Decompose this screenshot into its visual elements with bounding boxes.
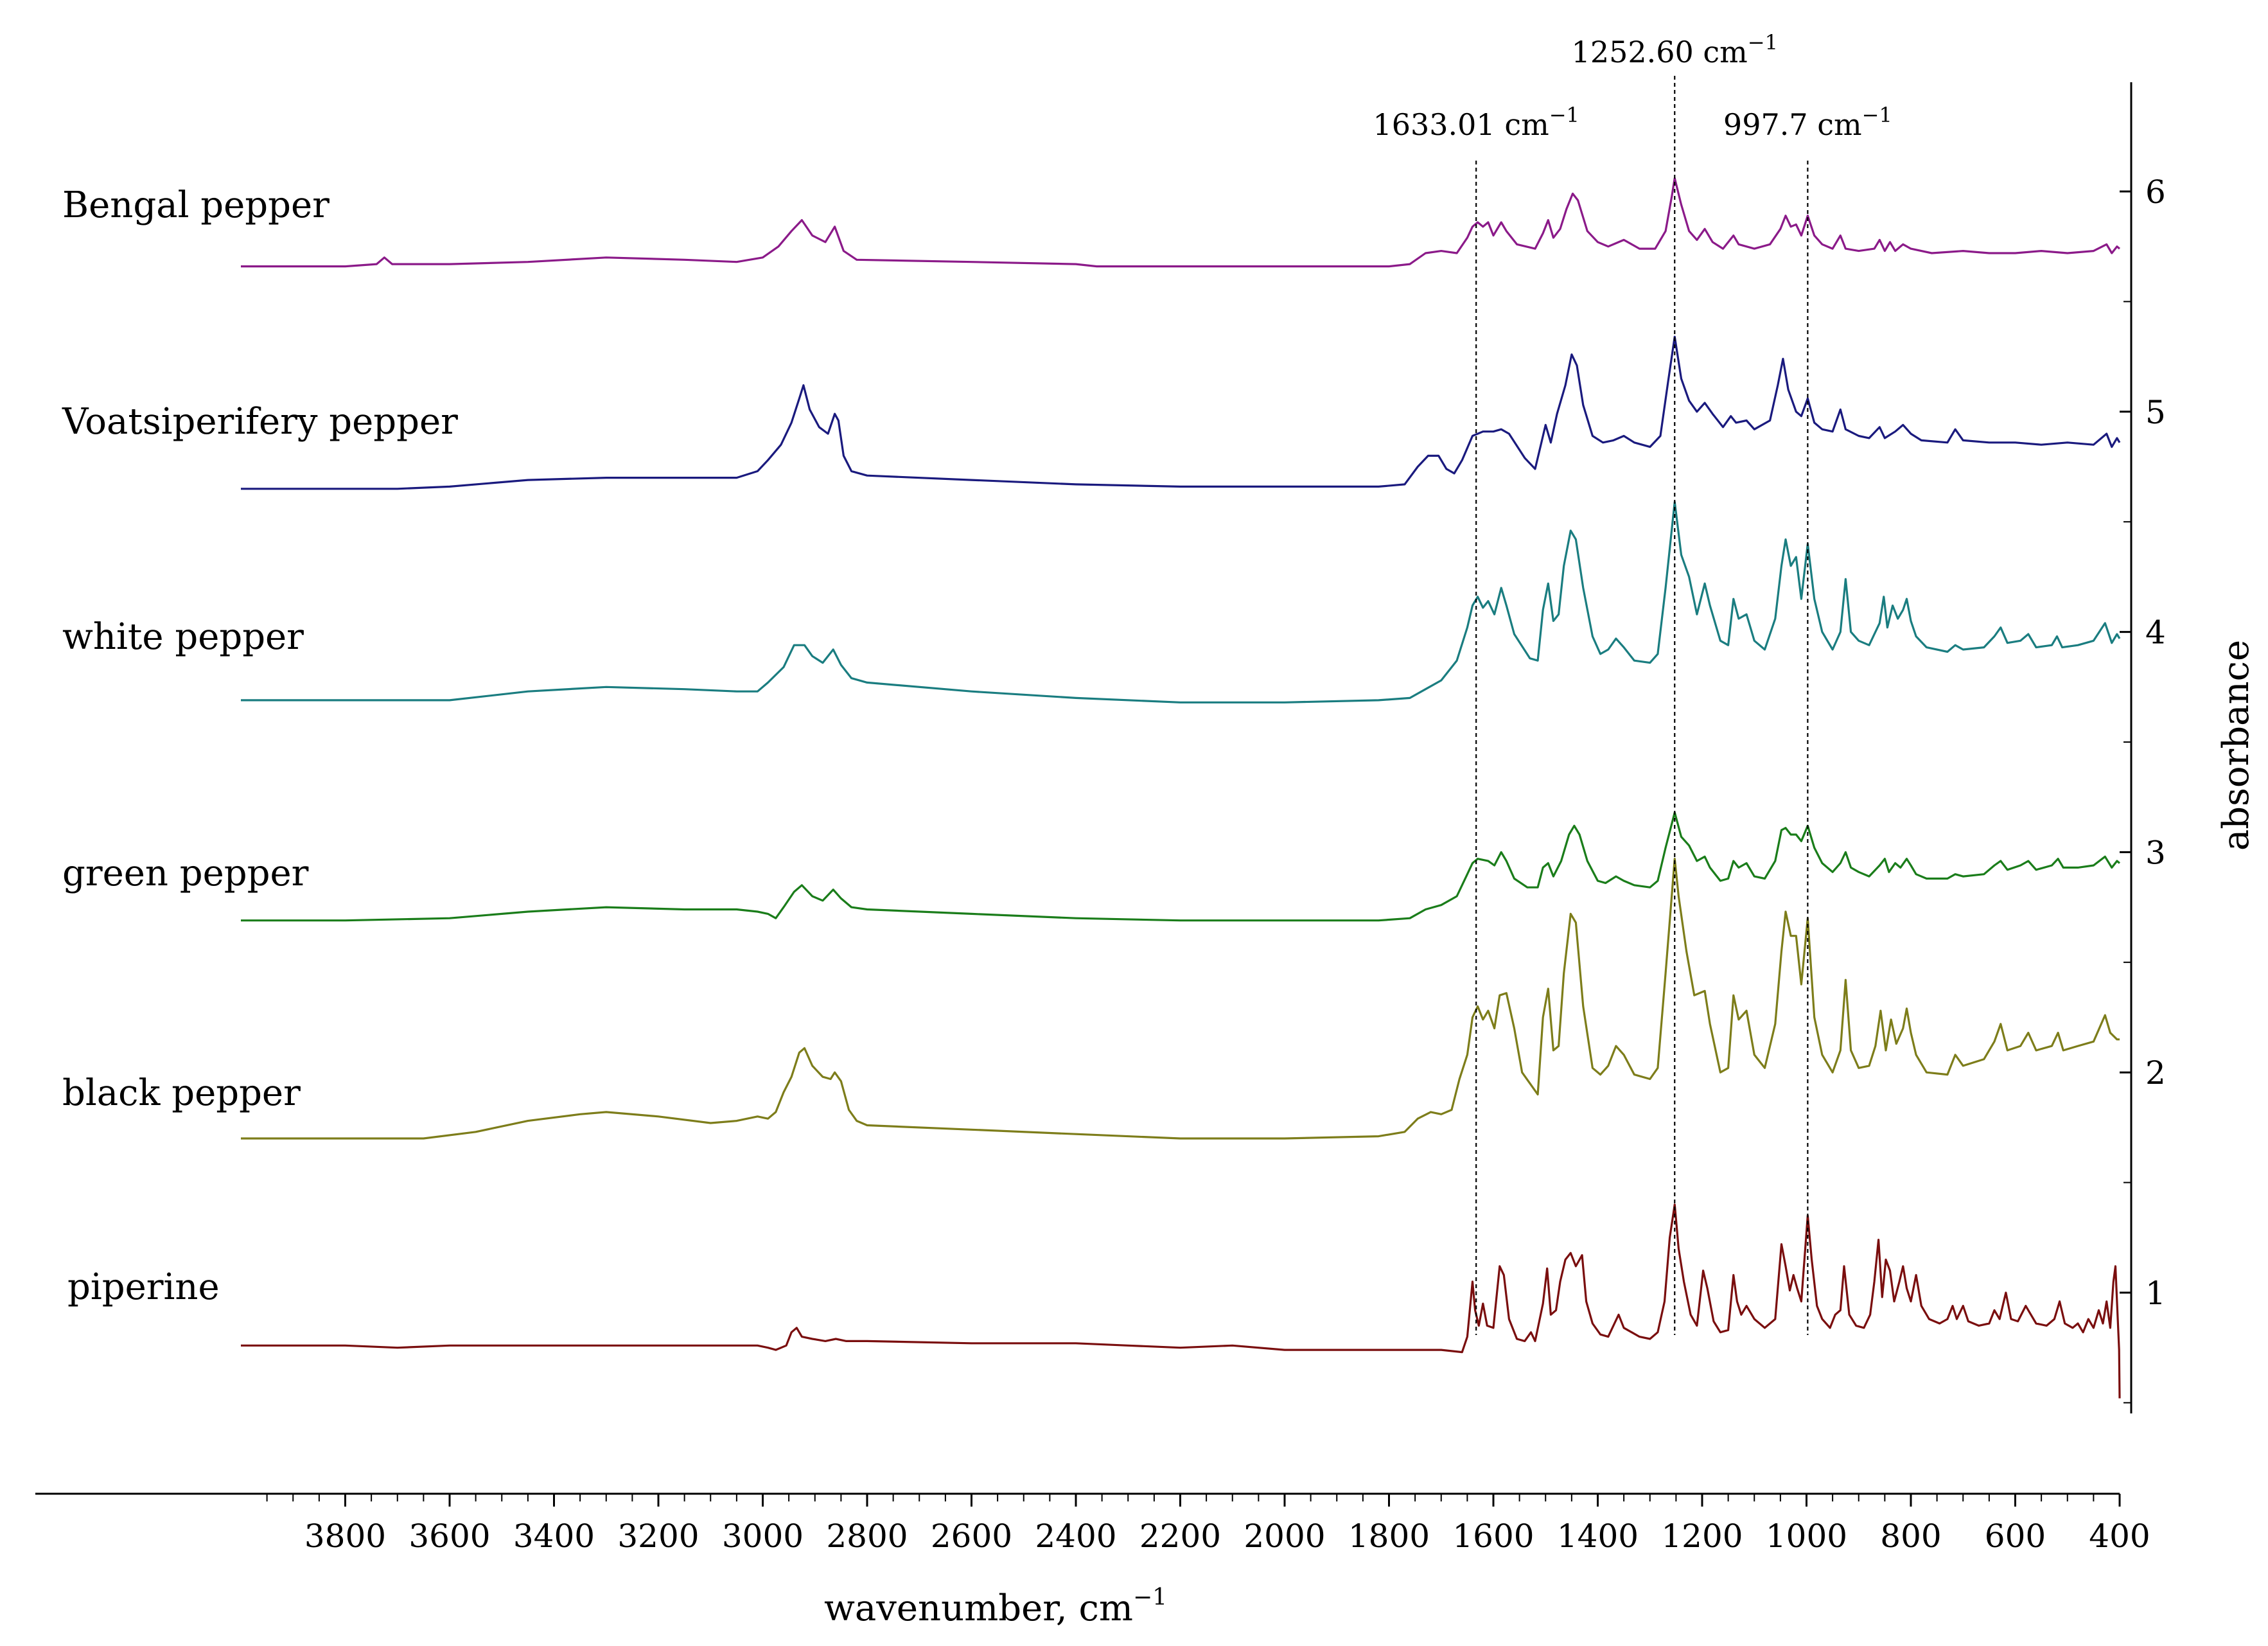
- series-label-black-pepper: black pepper: [62, 1072, 301, 1114]
- series-label-white-pepper: white pepper: [62, 616, 304, 658]
- y-axis-ticks: 1 2 3 4 5 6: [2120, 173, 2166, 1404]
- x-tick-label: 2000: [1244, 1518, 1325, 1555]
- series-line-white-pepper: [241, 500, 2121, 704]
- annotation-label-1: 1252.60 cm−1: [1572, 30, 1778, 69]
- y-axis-title: absorbance: [2215, 640, 2257, 851]
- x-tick-label: 1200: [1661, 1518, 1743, 1555]
- series-label-green-pepper: green pepper: [62, 853, 309, 894]
- y-tick-label: 6: [2145, 173, 2166, 211]
- x-tick-label: 3400: [513, 1518, 595, 1555]
- x-tick-label: 2200: [1139, 1518, 1221, 1555]
- x-tick-label: 2400: [1035, 1518, 1116, 1555]
- annotation-label-2: 997.7 cm−1: [1723, 103, 1892, 142]
- y-tick-label: 4: [2145, 614, 2166, 651]
- series-line-voatsiperifery-pepper: [241, 335, 2121, 490]
- x-axis-title: wavenumber, cm−1: [824, 1584, 1167, 1629]
- x-tick-label: 2800: [826, 1518, 908, 1555]
- x-tick-label: 800: [1880, 1518, 1941, 1555]
- spectra-lines-layer: [241, 177, 2121, 1399]
- x-tick-label: 3600: [409, 1518, 490, 1555]
- series-labels-layer: Bengal pepper Voatsiperifery pepper white …: [62, 184, 458, 1308]
- series-label-voatsiperifery-pepper: Voatsiperifery pepper: [62, 401, 458, 443]
- x-tick-label: 1600: [1452, 1518, 1534, 1555]
- x-axis-ticks: 3800 3600 3400 3200 3000 2800 2600 2400 2200 2000…: [266, 1494, 2150, 1555]
- y-tick-label: 2: [2145, 1054, 2166, 1092]
- y-tick-label: 5: [2145, 394, 2166, 431]
- x-tick-label: 1400: [1557, 1518, 1639, 1555]
- x-tick-label: 1800: [1348, 1518, 1430, 1555]
- series-line-piperine: [241, 1203, 2121, 1399]
- series-label-bengal-pepper: Bengal pepper: [62, 184, 330, 226]
- x-tick-label: 3800: [304, 1518, 386, 1555]
- x-tick-label: 400: [2089, 1518, 2150, 1555]
- series-line-black-pepper: [241, 858, 2120, 1140]
- series-line-bengal-pepper: [241, 177, 2121, 268]
- annotation-label-0: 1633.01 cm−1: [1373, 103, 1579, 142]
- annotation-layer: 1633.01 cm−1 1252.60 cm−1 997.7 cm−1: [1373, 30, 1892, 1335]
- series-line-green-pepper: [241, 811, 2121, 922]
- x-tick-label: 3200: [617, 1518, 699, 1555]
- x-tick-label: 600: [1985, 1518, 2046, 1555]
- y-tick-label: 1: [2145, 1275, 2166, 1312]
- x-tick-label: 1000: [1766, 1518, 1847, 1555]
- x-tick-label: 2600: [931, 1518, 1012, 1555]
- y-tick-label: 3: [2145, 834, 2166, 871]
- series-label-piperine: piperine: [67, 1266, 220, 1308]
- x-tick-label: 3000: [722, 1518, 804, 1555]
